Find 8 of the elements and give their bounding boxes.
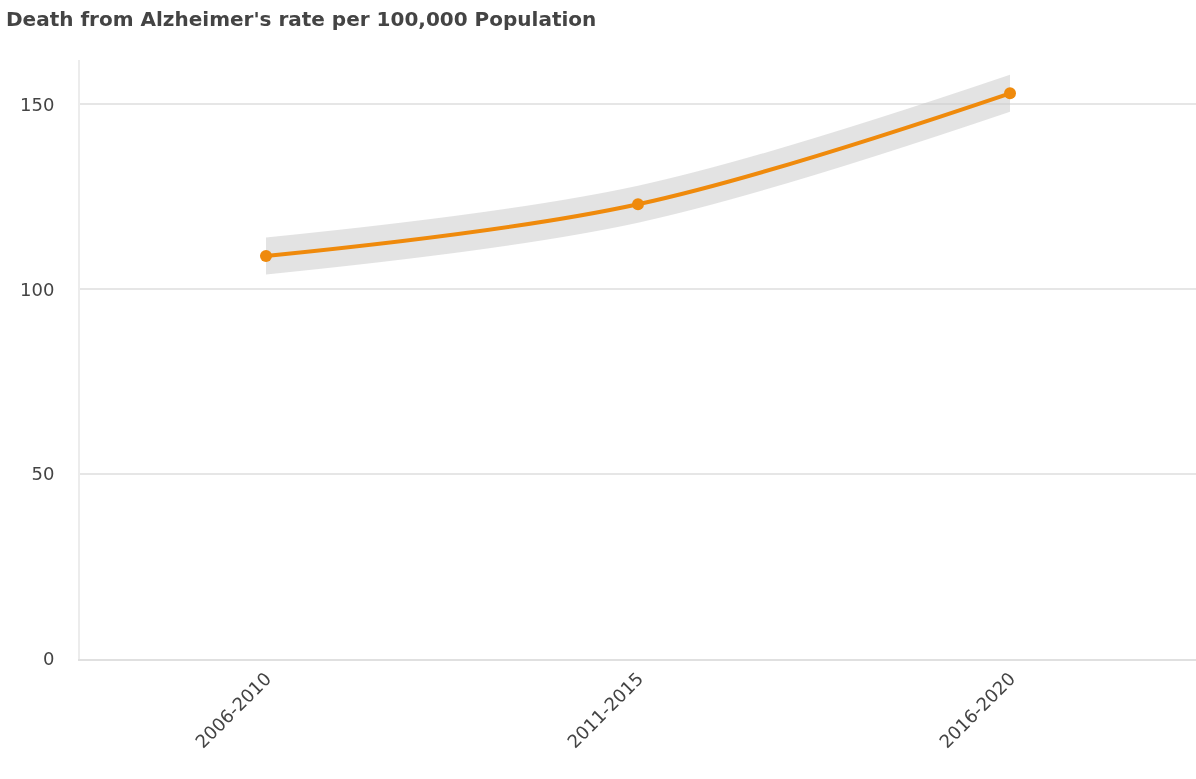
y-tick-label: 150 [20,93,55,115]
y-tick-label: 50 [31,463,55,485]
y-tick-label: 100 [20,278,55,300]
point [632,198,644,211]
chart-title: Death from Alzheimer's rate per 100,000 Population [5,6,597,31]
point [260,249,272,262]
y-tick-label: 0 [42,648,55,670]
point [1004,87,1016,100]
